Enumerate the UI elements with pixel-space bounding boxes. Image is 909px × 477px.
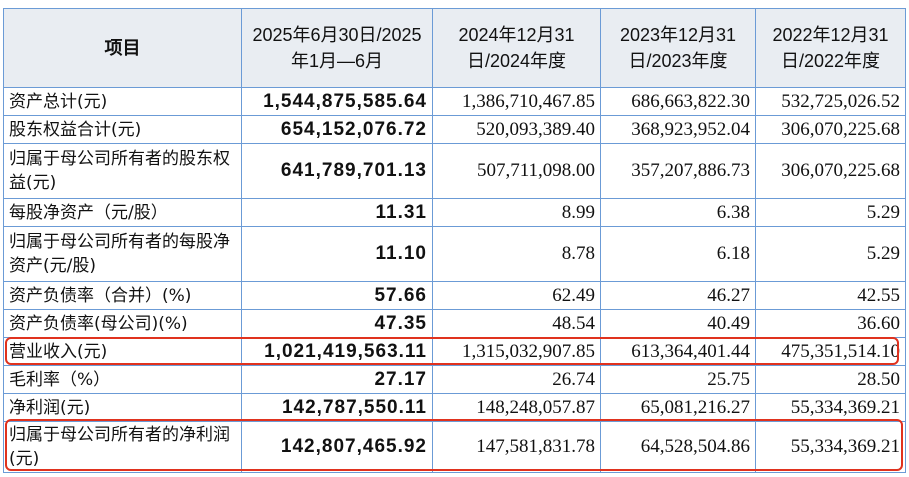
header-item: 项目 xyxy=(3,8,242,88)
value-cell: 148,248,057.87 xyxy=(432,393,601,422)
row-label: 归属于母公司所有者的股东权益(元) xyxy=(3,143,242,199)
value-cell: 57.66 xyxy=(241,281,433,310)
value-cell: 6.38 xyxy=(600,198,756,227)
table-row: 资产总计(元) 1,544,875,585.64 1,386,710,467.85 6… xyxy=(3,87,906,116)
table-row: 营业收入(元) 1,021,419,563.11 1,315,032,907.85 6… xyxy=(3,337,906,366)
value-cell: 142,807,465.92 xyxy=(241,421,433,473)
value-cell: 25.75 xyxy=(600,365,756,394)
value-cell: 147,581,831.78 xyxy=(432,421,601,473)
row-label: 每股净资产（元/股） xyxy=(3,198,242,227)
value-cell: 142,787,550.11 xyxy=(241,393,433,422)
value-cell: 1,386,710,467.85 xyxy=(432,87,601,116)
row-label: 资产负债率(母公司)(%) xyxy=(3,309,242,338)
value-cell: 42.55 xyxy=(755,281,906,310)
value-cell: 5.29 xyxy=(755,226,906,282)
table-row: 归属于母公司所有者的股东权益(元) 641,789,701.13 507,711,0… xyxy=(3,143,906,199)
value-cell: 40.49 xyxy=(600,309,756,338)
value-cell: 36.60 xyxy=(755,309,906,338)
value-cell: 368,923,952.04 xyxy=(600,115,756,144)
value-cell: 306,070,225.68 xyxy=(755,143,906,199)
row-label: 资产负债率（合并）(%) xyxy=(3,281,242,310)
header-2022: 2022年12月31日/2022年度 xyxy=(755,8,906,88)
value-cell: 11.10 xyxy=(241,226,433,282)
value-cell: 532,725,026.52 xyxy=(755,87,906,116)
value-cell: 1,021,419,563.11 xyxy=(241,337,433,366)
value-cell: 27.17 xyxy=(241,365,433,394)
table-row: 每股净资产（元/股） 11.31 8.99 6.38 5.29 xyxy=(3,198,906,227)
value-cell: 47.35 xyxy=(241,309,433,338)
value-cell: 8.99 xyxy=(432,198,601,227)
row-label: 股东权益合计(元) xyxy=(3,115,242,144)
financial-data-table: 项目 2025年6月30日/2025年1月—6月 2024年12月31日/202… xyxy=(3,8,906,473)
table-row: 资产负债率（合并）(%) 57.66 62.49 46.27 42.55 xyxy=(3,281,906,310)
value-cell: 26.74 xyxy=(432,365,601,394)
value-cell: 48.54 xyxy=(432,309,601,338)
row-label: 归属于母公司所有者的净利润(元) xyxy=(3,421,242,473)
value-cell: 55,334,369.21 xyxy=(755,421,906,473)
value-cell: 641,789,701.13 xyxy=(241,143,433,199)
value-cell: 1,544,875,585.64 xyxy=(241,87,433,116)
table-row: 股东权益合计(元) 654,152,076.72 520,093,389.40 368… xyxy=(3,115,906,144)
row-label: 营业收入(元) xyxy=(3,337,242,366)
value-cell: 55,334,369.21 xyxy=(755,393,906,422)
value-cell: 8.78 xyxy=(432,226,601,282)
value-cell: 11.31 xyxy=(241,198,433,227)
header-2023: 2023年12月31日/2023年度 xyxy=(600,8,756,88)
row-label: 毛利率（%） xyxy=(3,365,242,394)
value-cell: 6.18 xyxy=(600,226,756,282)
value-cell: 613,364,401.44 xyxy=(600,337,756,366)
value-cell: 357,207,886.73 xyxy=(600,143,756,199)
value-cell: 46.27 xyxy=(600,281,756,310)
row-label: 归属于母公司所有者的每股净资产(元/股) xyxy=(3,226,242,282)
value-cell: 475,351,514.10 xyxy=(755,337,906,366)
value-cell: 62.49 xyxy=(432,281,601,310)
value-cell: 654,152,076.72 xyxy=(241,115,433,144)
header-row: 项目 2025年6月30日/2025年1月—6月 2024年12月31日/202… xyxy=(3,8,906,88)
value-cell: 520,093,389.40 xyxy=(432,115,601,144)
value-cell: 5.29 xyxy=(755,198,906,227)
value-cell: 507,711,098.00 xyxy=(432,143,601,199)
value-cell: 306,070,225.68 xyxy=(755,115,906,144)
table-row: 资产负债率(母公司)(%) 47.35 48.54 40.49 36.60 xyxy=(3,309,906,338)
table-row: 净利润(元) 142,787,550.11 148,248,057.87 65,081… xyxy=(3,393,906,422)
table-row: 归属于母公司所有者的每股净资产(元/股) 11.10 8.78 6.18 5.29 xyxy=(3,226,906,282)
value-cell: 65,081,216.27 xyxy=(600,393,756,422)
value-cell: 28.50 xyxy=(755,365,906,394)
table-row: 毛利率（%） 27.17 26.74 25.75 28.50 xyxy=(3,365,906,394)
value-cell: 1,315,032,907.85 xyxy=(432,337,601,366)
row-label: 净利润(元) xyxy=(3,393,242,422)
value-cell: 64,528,504.86 xyxy=(600,421,756,473)
header-2024: 2024年12月31日/2024年度 xyxy=(432,8,601,88)
row-label: 资产总计(元) xyxy=(3,87,242,116)
value-cell: 686,663,822.30 xyxy=(600,87,756,116)
table-row: 归属于母公司所有者的净利润(元) 142,807,465.92 147,581,83… xyxy=(3,421,906,473)
header-2025h1: 2025年6月30日/2025年1月—6月 xyxy=(241,8,433,88)
